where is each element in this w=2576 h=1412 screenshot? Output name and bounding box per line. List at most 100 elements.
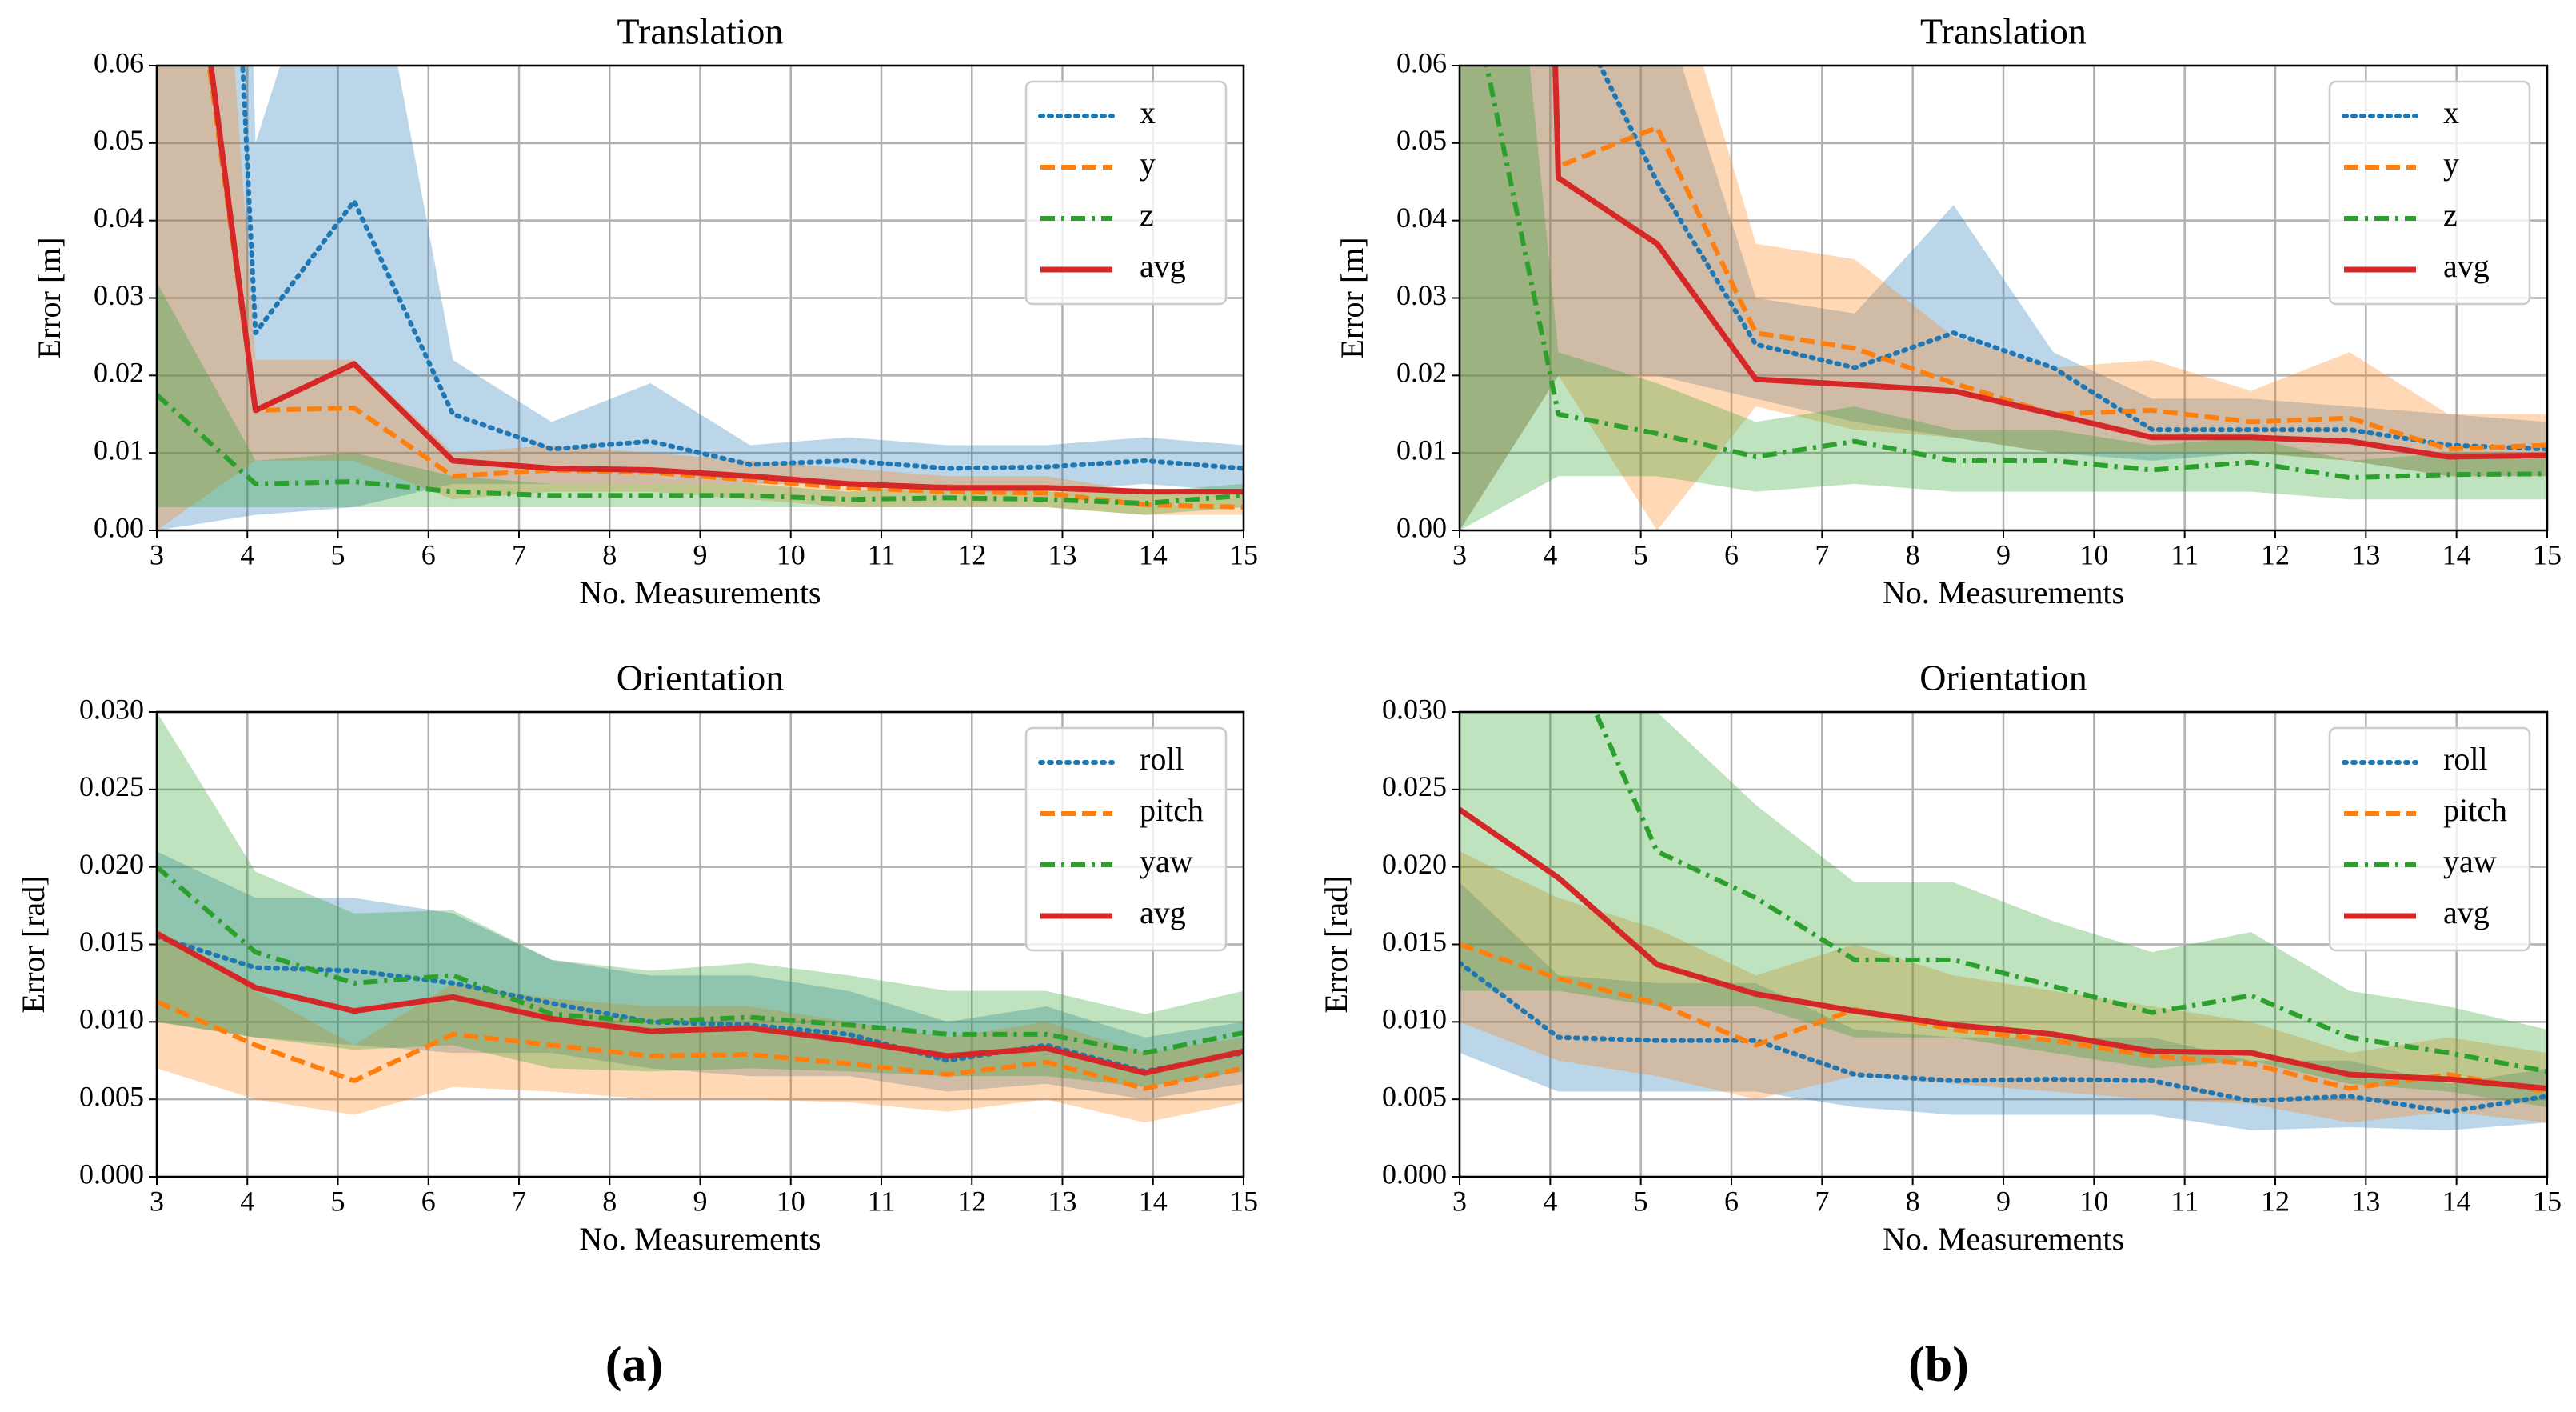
y-tick-label: 0.03 [1396, 279, 1447, 311]
series-line [1460, 942, 2547, 1094]
y-tick-label: 0.00 [1396, 511, 1447, 543]
x-tick-label: 4 [240, 1185, 254, 1217]
y-tick-label: 0.06 [1396, 46, 1447, 78]
error-band [1460, 851, 2547, 1123]
axes-frame [155, 64, 1245, 532]
legend-label: z [2443, 197, 2458, 233]
error-band [1460, 712, 2547, 1107]
x-axis-label: No. Measurements [1883, 1221, 2124, 1257]
x-tick-label: 9 [693, 1185, 708, 1217]
x-tick-label: 10 [777, 1185, 805, 1217]
error-band [157, 712, 1244, 1087]
plot-area [1460, 712, 2547, 1130]
legend-box [1024, 726, 1228, 952]
x-axis-label: No. Measurements [579, 574, 821, 610]
x-tick-label: 10 [2079, 538, 2108, 570]
x-tick-label: 12 [2261, 1185, 2290, 1217]
error-band [1460, 66, 2547, 530]
y-tick-label: 0.04 [94, 202, 144, 234]
plot-area [157, 66, 1244, 530]
x-tick-label: 14 [2442, 538, 2471, 570]
y-tick-label: 0.030 [1382, 693, 1447, 725]
x-tick-label: 4 [240, 538, 254, 570]
x-tick-label: 4 [1543, 1185, 1557, 1217]
x-tick-label: 6 [1724, 1185, 1739, 1217]
y-tick-label: 0.02 [1396, 357, 1447, 389]
y-tick-label: 0.00 [94, 511, 144, 543]
x-tick-label: 5 [331, 538, 345, 570]
x-tick-label: 9 [1996, 538, 2011, 570]
chart-title: Orientation [1919, 658, 2087, 698]
series-line [1484, 66, 2547, 481]
axes-frame [1458, 64, 2549, 532]
legend-label: avg [1140, 248, 1186, 284]
series-line [1592, 712, 2547, 1074]
chart-title: Translation [1920, 11, 2087, 52]
y-axis-label: Error [m] [31, 237, 67, 358]
series-line [1460, 960, 2547, 1114]
y-tick-label: 0.01 [1396, 434, 1447, 466]
x-tick-label: 4 [1543, 538, 1557, 570]
y-tick-label: 0.01 [94, 434, 144, 466]
legend-box [2328, 726, 2531, 952]
x-tick-label: 3 [150, 538, 164, 570]
x-tick-label: 14 [1139, 538, 1168, 570]
x-tick-label: 7 [1815, 538, 1829, 570]
axes-frame [155, 710, 1245, 1178]
error-band [157, 929, 1244, 1123]
error-band [157, 66, 1244, 530]
panel-label: (a) [605, 1338, 663, 1392]
x-tick-label: 10 [777, 538, 805, 570]
x-tick-label: 7 [1815, 1185, 1829, 1217]
x-tick-label: 5 [1634, 1185, 1648, 1217]
series-line [1460, 807, 2547, 1092]
y-tick-label: 0.020 [79, 848, 144, 880]
plot-area [1460, 66, 2547, 530]
x-tick-label: 9 [693, 538, 708, 570]
y-tick-label: 0.025 [1382, 770, 1447, 802]
x-tick-label: 13 [2351, 538, 2380, 570]
series-line [240, 66, 1244, 471]
x-tick-label: 5 [331, 1185, 345, 1217]
x-axis-label: No. Measurements [1883, 574, 2124, 610]
plot-area [157, 712, 1244, 1123]
y-tick-label: 0.030 [79, 693, 144, 725]
legend-box [1024, 80, 1228, 306]
legend-label: y [1140, 146, 1156, 182]
x-tick-label: 6 [1724, 538, 1739, 570]
y-tick-label: 0.03 [94, 279, 144, 311]
axes-frame [1458, 710, 2549, 1178]
series-line [1552, 66, 2547, 460]
series-line [157, 930, 1244, 1076]
y-tick-label: 0.06 [94, 46, 144, 78]
x-tick-label: 11 [868, 1185, 896, 1217]
x-tick-label: 12 [957, 538, 986, 570]
y-tick-label: 0.000 [79, 1158, 144, 1190]
legend-label: yaw [1140, 843, 1193, 879]
series-line [1597, 66, 2547, 452]
series-line [1552, 66, 2547, 452]
y-tick-label: 0.05 [94, 124, 144, 156]
x-tick-label: 10 [2079, 1185, 2108, 1217]
y-tick-label: 0.02 [94, 357, 144, 389]
legend-label: x [2443, 94, 2459, 130]
x-tick-label: 5 [1634, 538, 1648, 570]
error-band [1460, 66, 2547, 530]
x-tick-label: 8 [1906, 1185, 1920, 1217]
x-tick-label: 12 [957, 1185, 986, 1217]
series-line [208, 66, 1244, 495]
series-line [157, 934, 1244, 1074]
x-tick-label: 11 [868, 538, 896, 570]
y-tick-label: 0.015 [79, 926, 144, 958]
y-tick-label: 0.010 [1382, 1003, 1447, 1035]
y-tick-label: 0.005 [79, 1080, 144, 1112]
legend-label: y [2443, 146, 2459, 182]
x-tick-label: 15 [2533, 1185, 2562, 1217]
chart-title: Orientation [617, 658, 785, 698]
legend-label: roll [1140, 741, 1184, 777]
x-tick-label: 15 [2533, 538, 2562, 570]
legend-label: pitch [1140, 792, 1204, 828]
series-line [206, 66, 1244, 510]
